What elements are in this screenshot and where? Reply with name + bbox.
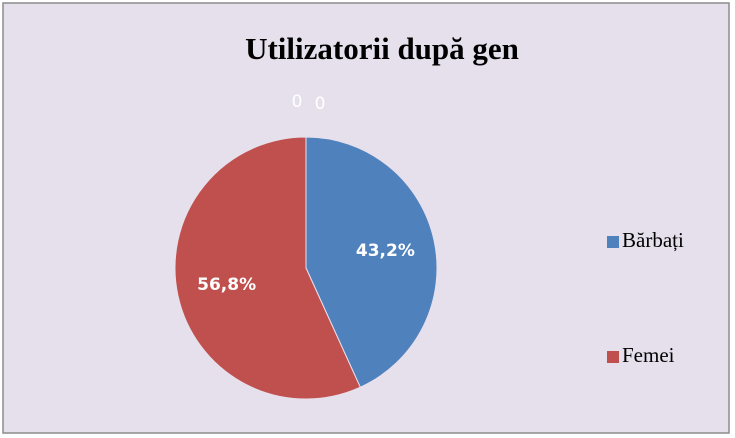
- legend-label: Bărbați: [622, 228, 684, 252]
- pie-slice: [305, 136, 438, 388]
- legend-label: Femei: [622, 343, 675, 367]
- legend-swatch: [607, 351, 619, 363]
- chart-title: Utilizatorii după gen: [245, 31, 519, 66]
- data-label: 0: [315, 94, 326, 114]
- legend-swatch: [607, 236, 619, 248]
- pie-slice: [174, 136, 361, 400]
- data-label: 56,8%: [197, 275, 256, 295]
- data-label: 0: [292, 92, 303, 112]
- data-label: 43,2%: [356, 241, 415, 261]
